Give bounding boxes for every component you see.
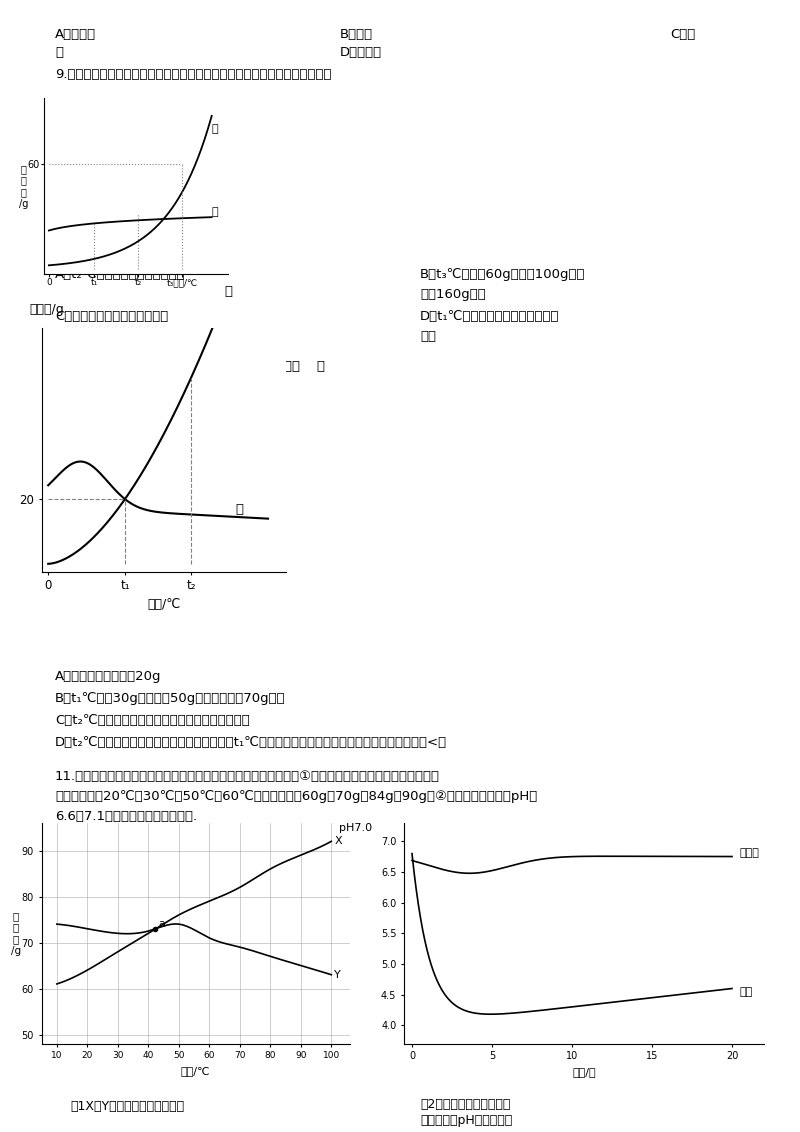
Text: 图2木糖醇与蔗糖在口腔细: 图2木糖醇与蔗糖在口腔细 [420,1098,510,1110]
Text: 可得160g溶液: 可得160g溶液 [420,288,486,301]
Text: 乙: 乙 [235,503,243,516]
Text: 溶解度/g: 溶解度/g [30,303,64,316]
Text: B．蔗糖: B．蔗糖 [340,28,373,41]
X-axis label: 温度/℃: 温度/℃ [181,1066,210,1075]
Text: A．硝酸钾: A．硝酸钾 [55,28,96,41]
Text: 甲: 甲 [211,125,218,134]
Text: 是白色固体（20℃、30℃、50℃、60℃溶解度分别为60g、70g、84g、90g）②人的口腔中唾液的pH为: 是白色固体（20℃、30℃、50℃、60℃溶解度分别为60g、70g、84g、9… [55,790,538,803]
Text: C．乙的溶解度受温度影响很小: C．乙的溶解度受温度影响很小 [55,310,168,323]
Text: B．t₁℃时，30g甲加入到50g水中最多可得70g溶液: B．t₁℃时，30g甲加入到50g水中最多可得70g溶液 [55,692,286,705]
Text: 蔗糖: 蔗糖 [740,987,754,996]
Text: 菌的作用下pH的变化情况: 菌的作用下pH的变化情况 [420,1114,512,1127]
Text: 10.甲、乙两固体物质的溶解度曲线如图所示，下列说法正确的是（    ）: 10.甲、乙两固体物质的溶解度曲线如图所示，下列说法正确的是（ ） [55,360,325,374]
Y-axis label: 溶
解
度
/g: 溶 解 度 /g [11,911,21,955]
Text: 6.6～7.1，若酸性增强会形成龋齿.: 6.6～7.1，若酸性增强会形成龋齿. [55,811,197,823]
Text: pH7.0: pH7.0 [339,823,372,833]
X-axis label: 温度/℃: 温度/℃ [147,598,180,611]
Text: B．t₃℃时，将60g乙加入100g水中: B．t₃℃时，将60g乙加入100g水中 [420,268,586,281]
Text: C．t₂℃时，乙物质的饱和溶液升温变成不饱和溶液: C．t₂℃时，乙物质的饱和溶液升温变成不饱和溶液 [55,714,250,727]
Text: X: X [334,837,342,847]
Text: 盐: 盐 [55,46,63,59]
Text: 乙: 乙 [211,207,218,217]
Text: C．食: C．食 [670,28,695,41]
Text: 木糖醇: 木糖醇 [740,849,760,858]
Text: 11.目前木糖醇口香糖正在取代蔗糖口香糖。请根据资料回答问题：①木糖醇甜度相当于蔗糖、易溶于水、: 11.目前木糖醇口香糖正在取代蔗糖口香糖。请根据资料回答问题：①木糖醇甜度相当于… [55,770,440,783]
Y-axis label: 溶
解
度
/g: 溶 解 度 /g [18,164,28,208]
Text: 解度: 解度 [420,331,436,343]
Text: A．t₂℃时，甲、乙的溶解度相等: A．t₂℃时，甲、乙的溶解度相等 [55,268,186,281]
Text: D．t₁℃时，乙的溶解度大于甲的溶: D．t₁℃时，乙的溶解度大于甲的溶 [420,310,559,323]
Text: a: a [158,919,165,928]
Text: 甲: 甲 [224,285,232,299]
Text: D．t₂℃，甲、乙两物质的饱和溶液分别降温到t₁℃时，所得溶液中溶质质量分数的大小关系是：甲<乙: D．t₂℃，甲、乙两物质的饱和溶液分别降温到t₁℃时，所得溶液中溶质质量分数的大… [55,736,447,749]
Text: D．熟石灰: D．熟石灰 [340,46,382,59]
Text: 图1X、Y两种固体的溶解度曲线: 图1X、Y两种固体的溶解度曲线 [70,1100,184,1113]
Text: 9.右图是甲、乙两种固体物质的溶解度曲线。据此判断下列说法不正确的是：: 9.右图是甲、乙两种固体物质的溶解度曲线。据此判断下列说法不正确的是： [55,68,331,82]
X-axis label: 时间/秒: 时间/秒 [572,1066,596,1077]
Text: A．甲物质的溶解度为20g: A．甲物质的溶解度为20g [55,670,162,683]
Text: Y: Y [334,970,341,979]
